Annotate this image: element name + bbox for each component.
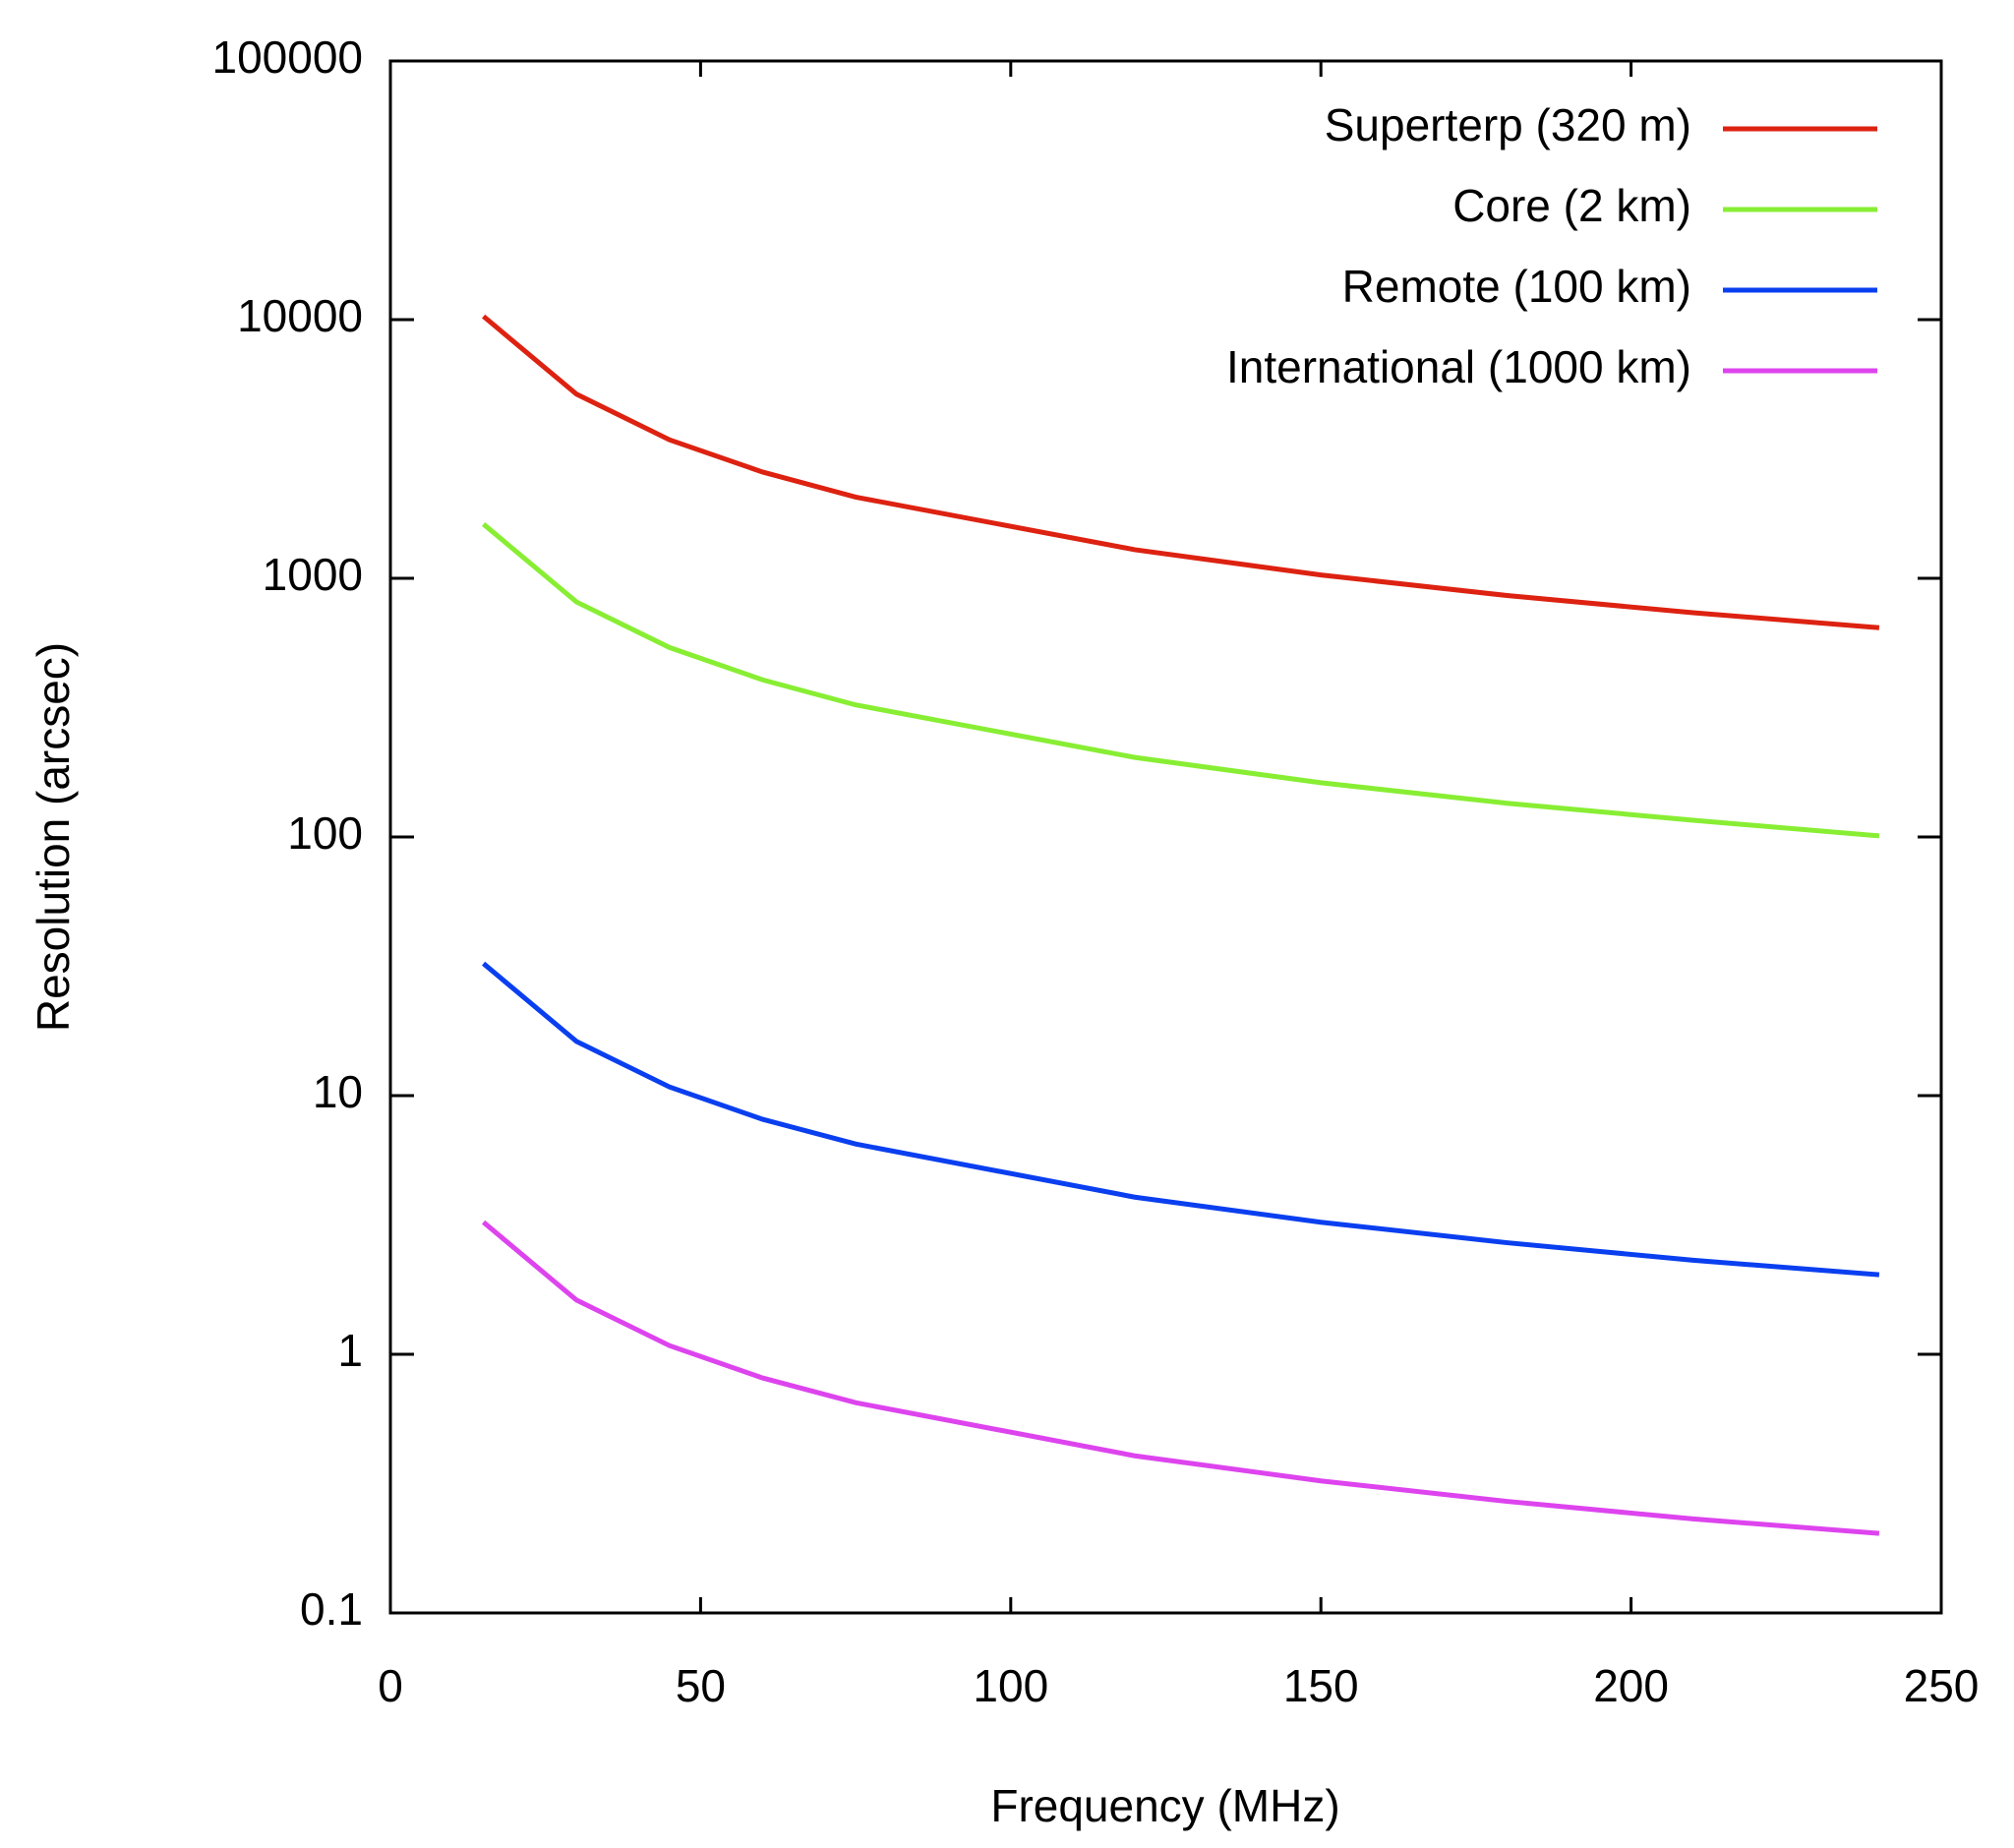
x-tick-label: 200 xyxy=(1593,1660,1669,1711)
line-series xyxy=(482,314,1880,630)
y-tick-label: 10 xyxy=(313,1066,363,1117)
legend-label: Superterp (320 m) xyxy=(1325,99,1691,150)
plot-frame xyxy=(388,59,1943,1615)
y-tick-label: 1 xyxy=(337,1325,363,1376)
y-tick-label: 1000 xyxy=(263,549,363,600)
y-tick-label: 0.1 xyxy=(300,1583,363,1635)
line-series xyxy=(482,961,1880,1278)
x-tick-label: 100 xyxy=(973,1660,1048,1711)
x-tick-label: 50 xyxy=(676,1660,726,1711)
line-series xyxy=(482,521,1880,839)
legend-label: Remote (100 km) xyxy=(1342,261,1691,312)
x-tick-label: 250 xyxy=(1904,1660,1980,1711)
x-axis-label: Frequency (MHz) xyxy=(990,1780,1339,1831)
legend-label: International (1000 km) xyxy=(1226,341,1691,392)
y-tick-label: 10000 xyxy=(237,290,363,341)
x-tick-label: 150 xyxy=(1283,1660,1359,1711)
y-axis-label: Resolution (arcsec) xyxy=(28,642,79,1032)
legend-label: Core (2 km) xyxy=(1452,180,1691,231)
y-tick-label: 100000 xyxy=(212,31,364,83)
x-tick-label: 0 xyxy=(378,1660,403,1711)
y-tick-label: 100 xyxy=(287,807,363,859)
line-series xyxy=(482,1220,1880,1536)
